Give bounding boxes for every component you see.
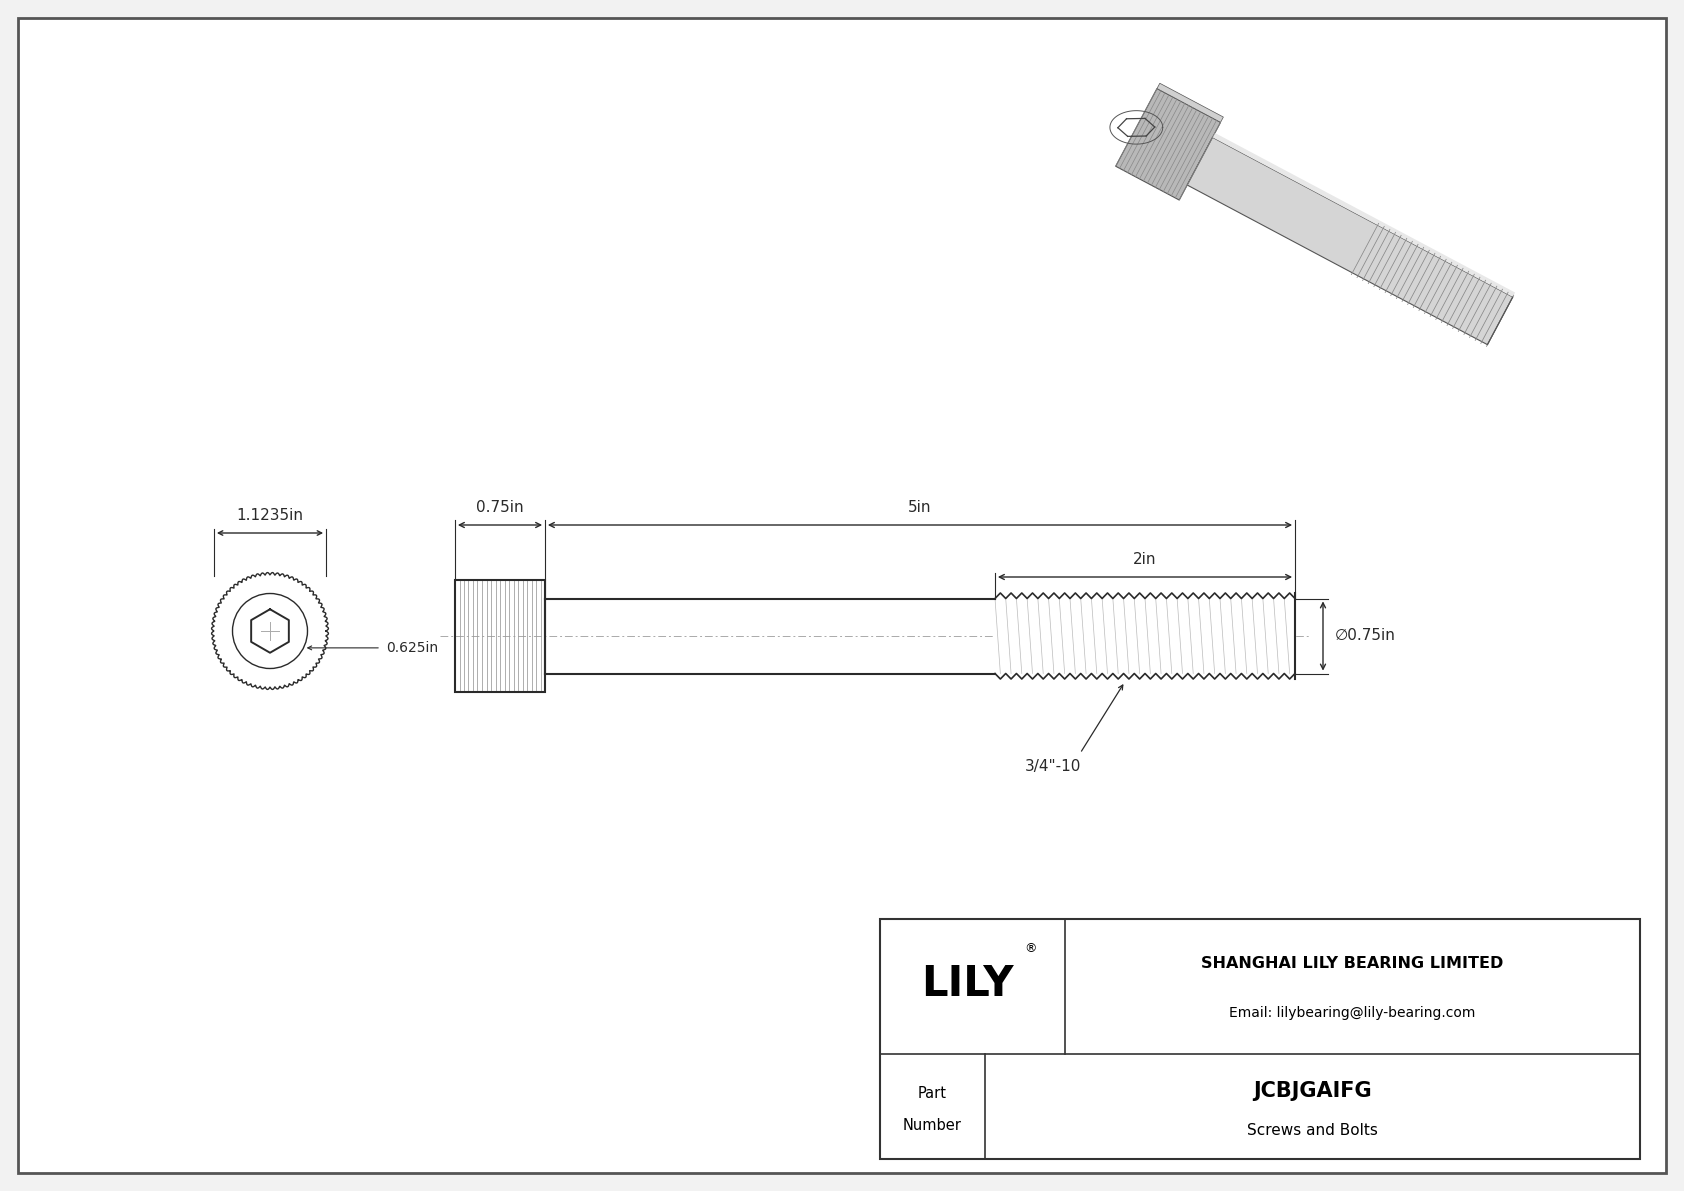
- Text: Number: Number: [903, 1118, 962, 1133]
- Text: ®: ®: [1024, 942, 1037, 955]
- Polygon shape: [1212, 133, 1516, 297]
- Text: Email: lilybearing@lily-bearing.com: Email: lilybearing@lily-bearing.com: [1229, 1006, 1475, 1021]
- Bar: [455, 580, 546, 692]
- Text: ∅0.75in: ∅0.75in: [1335, 629, 1396, 643]
- Text: 1.1235in: 1.1235in: [236, 509, 303, 523]
- Text: JCBJGAIFG: JCBJGAIFG: [1253, 1080, 1372, 1100]
- Bar: [455, 580, 546, 692]
- Text: 0.625in: 0.625in: [386, 641, 438, 655]
- Text: 3/4"-10: 3/4"-10: [1026, 759, 1081, 773]
- Polygon shape: [1116, 88, 1221, 200]
- Text: 5in: 5in: [908, 500, 931, 515]
- Bar: [546, 599, 1295, 673]
- Text: LILY: LILY: [921, 962, 1014, 1005]
- Polygon shape: [1187, 137, 1512, 344]
- Text: SHANGHAI LILY BEARING LIMITED: SHANGHAI LILY BEARING LIMITED: [1201, 956, 1504, 971]
- Text: 0.75in: 0.75in: [477, 500, 524, 515]
- Text: Part: Part: [918, 1086, 946, 1102]
- Polygon shape: [1157, 83, 1223, 123]
- Text: 2in: 2in: [1133, 551, 1157, 567]
- Bar: [881, 919, 1640, 1159]
- Text: Screws and Bolts: Screws and Bolts: [1248, 1123, 1378, 1139]
